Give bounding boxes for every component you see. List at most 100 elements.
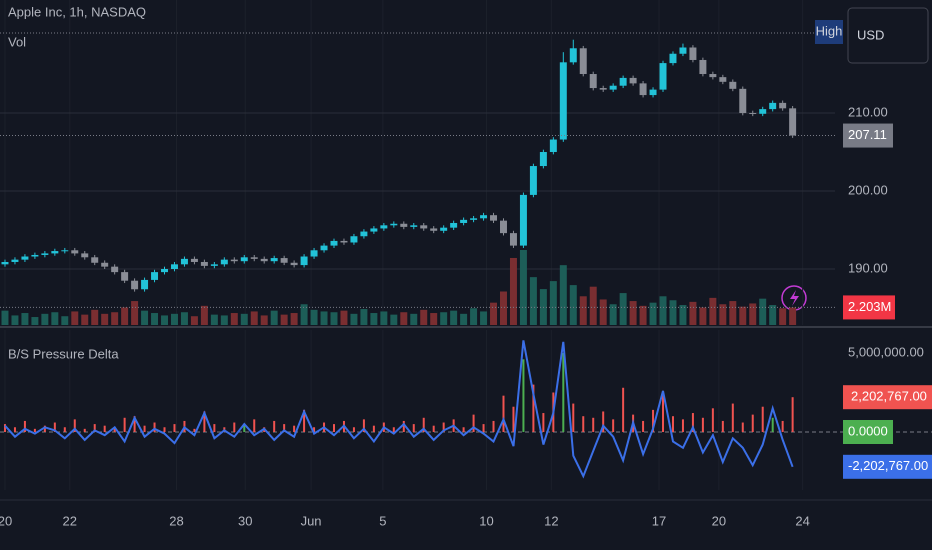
volume-bar bbox=[779, 308, 787, 325]
currency[interactable]: USD bbox=[857, 27, 884, 42]
histogram-bar bbox=[422, 417, 425, 433]
histogram-bar bbox=[372, 425, 375, 433]
volume-bar bbox=[290, 313, 298, 325]
candle-body bbox=[290, 262, 298, 266]
histogram-bar bbox=[213, 424, 216, 433]
candle-body bbox=[470, 218, 478, 220]
volume-bar bbox=[131, 301, 139, 325]
histogram-bar bbox=[462, 427, 465, 433]
last-price-box bbox=[843, 123, 893, 148]
candle-body bbox=[1, 261, 9, 265]
candle-body bbox=[440, 227, 448, 231]
histogram-bar bbox=[662, 390, 665, 433]
volume-bar bbox=[400, 312, 408, 325]
volume-bar bbox=[390, 314, 398, 325]
histogram-bar bbox=[23, 420, 26, 433]
candle-body bbox=[200, 261, 208, 266]
volume-bar bbox=[270, 310, 278, 325]
candle-body bbox=[759, 109, 767, 114]
volume-bar bbox=[579, 296, 587, 325]
volume-bar bbox=[490, 302, 498, 325]
histogram-bar bbox=[63, 427, 66, 433]
candle-body bbox=[649, 89, 657, 96]
x-tick-label: 20 bbox=[0, 513, 12, 528]
candle-body bbox=[509, 233, 517, 246]
volume-bar bbox=[180, 312, 188, 325]
histogram-bar bbox=[303, 409, 306, 433]
histogram-bar bbox=[751, 414, 754, 433]
candle-body bbox=[190, 258, 198, 262]
histogram-bar bbox=[392, 427, 395, 433]
volume-bar bbox=[200, 305, 208, 325]
candle-body bbox=[719, 77, 727, 82]
histogram-bar bbox=[761, 406, 764, 433]
histogram-bar bbox=[333, 424, 335, 433]
histogram-bar bbox=[542, 413, 545, 433]
histogram-bar bbox=[73, 419, 76, 433]
histogram-bar bbox=[522, 359, 525, 433]
histogram-bar bbox=[33, 428, 36, 433]
candle-body bbox=[410, 225, 418, 227]
candle-body bbox=[450, 222, 458, 228]
y-tick-label: 210.00 bbox=[848, 104, 888, 119]
candle-body bbox=[220, 259, 228, 265]
histogram-bar bbox=[402, 420, 405, 433]
candle-body bbox=[749, 113, 757, 115]
x-tick-label: Jun bbox=[301, 513, 322, 528]
candle-body bbox=[240, 257, 248, 262]
volume-bar bbox=[230, 313, 238, 325]
histogram-bar bbox=[562, 353, 565, 433]
histogram-bar bbox=[412, 424, 415, 433]
volume-bar bbox=[101, 313, 109, 325]
high-label: High bbox=[816, 23, 843, 38]
candle-body bbox=[280, 258, 288, 263]
volume-bar bbox=[260, 315, 268, 325]
currency-box[interactable] bbox=[847, 7, 929, 64]
volume-bar bbox=[509, 257, 517, 325]
candle-body bbox=[370, 228, 378, 232]
x-tick-label: 10 bbox=[479, 513, 493, 528]
high-label-box bbox=[815, 19, 843, 44]
candle-body bbox=[330, 240, 338, 246]
histogram-bar bbox=[442, 422, 445, 433]
y-tick-label: 5,000,000.00 bbox=[848, 344, 924, 359]
indicator-title: B/S Pressure Delta bbox=[8, 346, 119, 361]
histogram-bar bbox=[133, 416, 136, 433]
histogram-bar bbox=[233, 422, 236, 433]
volume-label: Vol bbox=[8, 34, 26, 49]
zero-label-box bbox=[843, 420, 893, 445]
volume-bar bbox=[220, 315, 228, 325]
candle-body bbox=[699, 59, 707, 75]
volume-bar bbox=[141, 310, 149, 325]
volume-bar bbox=[440, 312, 448, 325]
volume-bar bbox=[709, 297, 717, 325]
candle-body bbox=[260, 258, 268, 262]
candle-body bbox=[180, 258, 188, 265]
volume-bar bbox=[51, 312, 59, 325]
histogram-bar bbox=[622, 387, 625, 433]
last-price-label: 207.11 bbox=[848, 127, 887, 142]
candle-body bbox=[121, 272, 129, 281]
x-tick-label: 28 bbox=[169, 513, 183, 528]
candle-body bbox=[11, 259, 19, 262]
candle-body bbox=[539, 152, 547, 167]
histogram-bar bbox=[472, 414, 475, 433]
candle-body bbox=[61, 250, 69, 252]
histogram-bar bbox=[103, 425, 106, 433]
candle-body bbox=[320, 245, 328, 251]
volume-bar bbox=[360, 309, 368, 325]
x-tick-label: 12 bbox=[544, 513, 558, 528]
volume-bar bbox=[61, 316, 69, 325]
histogram-bar bbox=[642, 420, 645, 433]
histogram-bar bbox=[432, 425, 435, 433]
y-tick-label: 190.00 bbox=[848, 260, 888, 275]
candle-body bbox=[151, 272, 159, 280]
volume-bar bbox=[769, 305, 777, 325]
volume-bar bbox=[380, 311, 388, 325]
candle-body bbox=[639, 83, 647, 96]
chart-title: Apple Inc, 1h, NASDAQ bbox=[8, 4, 146, 19]
histogram-bar bbox=[293, 425, 296, 433]
volume-bar bbox=[639, 305, 647, 325]
histogram-last-box bbox=[843, 385, 932, 410]
